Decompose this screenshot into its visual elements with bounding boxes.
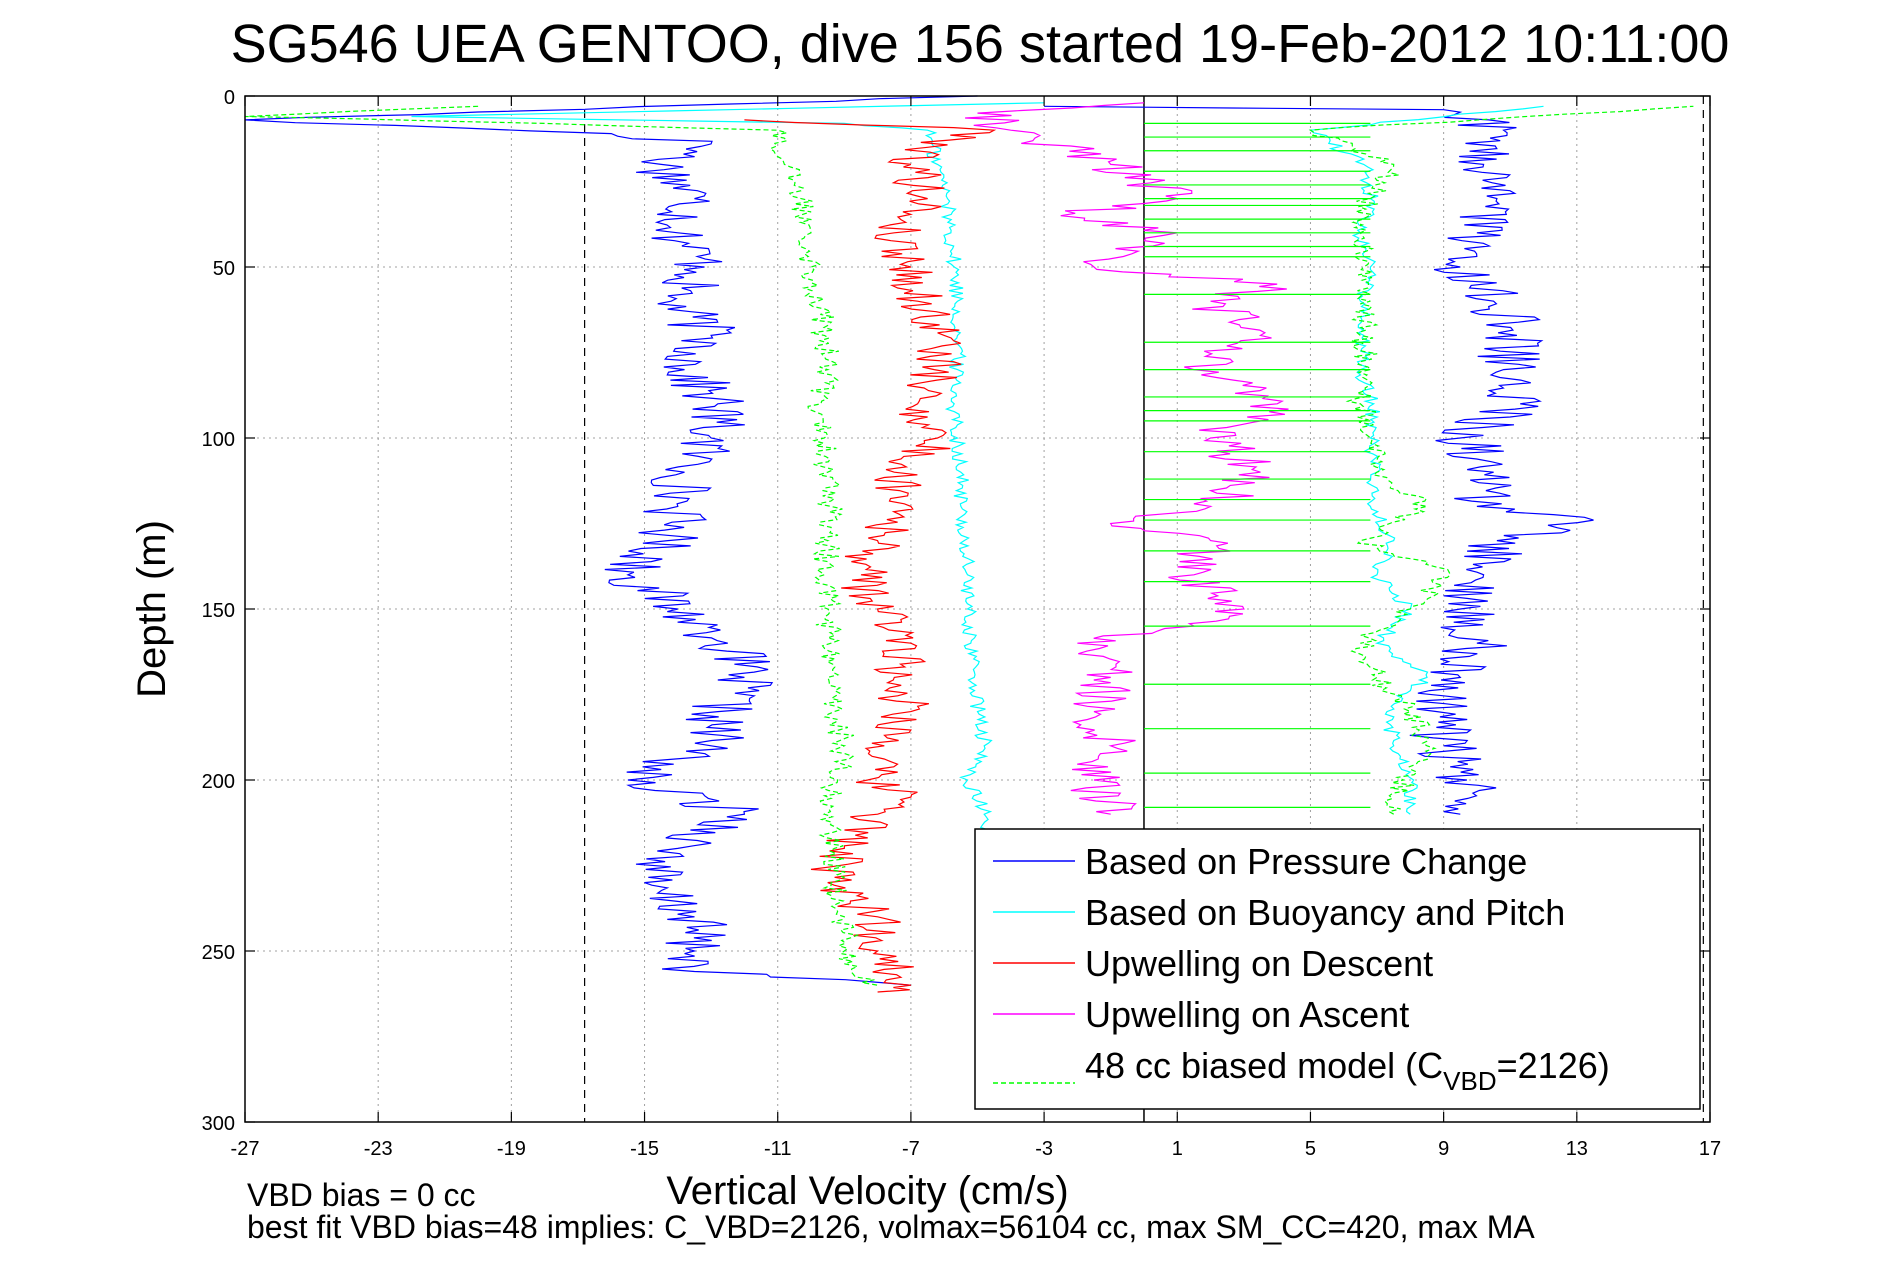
best-fit-note: best fit VBD bias=48 implies: C_VBD=2126…	[247, 1209, 1535, 1245]
legend-label: Based on Pressure Change	[1085, 841, 1527, 882]
vbd-bias-note: VBD bias = 0 cc	[247, 1177, 476, 1213]
x-axis-label: Vertical Velocity (cm/s)	[666, 1169, 1068, 1213]
series-line-0-ascent	[1044, 105, 1594, 815]
series-line-3-ascent	[965, 102, 1289, 815]
y-tick-label: 150	[202, 600, 235, 622]
x-tick-label: -15	[630, 1138, 659, 1160]
legend-box	[974, 828, 1701, 1110]
x-tick-label: -27	[231, 1138, 260, 1160]
y-tick-label: 300	[202, 1113, 235, 1135]
y-axis-ticks: 0 50 100 150 200 250 300	[202, 87, 1710, 1135]
series-line-2-descent	[744, 119, 997, 993]
series-line-1-descent	[411, 102, 1045, 849]
series-line-0-descent	[244, 95, 978, 986]
x-tick-label: 5	[1305, 1138, 1316, 1160]
x-tick-label: 9	[1438, 1138, 1449, 1160]
y-tick-label: 100	[202, 429, 235, 451]
x-tick-label: -19	[497, 1138, 526, 1160]
y-tick-label: 250	[202, 942, 235, 964]
x-tick-label: -3	[1035, 1138, 1053, 1160]
x-tick-label: -7	[902, 1138, 920, 1160]
series-lines	[244, 95, 1694, 993]
x-tick-label: -11	[764, 1138, 791, 1160]
x-axis-ticks: -27 -23 -19 -15 -11 -7 -3 1 5 9 13 17	[231, 96, 1721, 1160]
x-tick-label: 1	[1172, 1138, 1183, 1160]
y-tick-label: 0	[224, 87, 235, 109]
x-tick-label: 13	[1566, 1138, 1588, 1160]
y-axis-label: Depth (m)	[130, 520, 174, 698]
chart-title: SG546 UEA GENTOO, dive 156 started 19-Fe…	[231, 14, 1730, 74]
y-tick-label: 200	[202, 771, 235, 793]
legend-label: Upwelling on Ascent	[1085, 994, 1409, 1035]
series-line-4-ascent	[1308, 105, 1694, 815]
x-tick-label: -23	[364, 1138, 393, 1160]
legend: Based on Pressure Change Based on Buoyanc…	[974, 828, 1701, 1110]
legend-label: Upwelling on Descent	[1085, 943, 1433, 984]
series-line-1-ascent	[1308, 105, 1544, 815]
x-tick-label: 17	[1699, 1138, 1721, 1160]
y-tick-label: 50	[213, 258, 235, 280]
series-line-4-descent	[244, 105, 878, 986]
legend-label: Based on Buoyancy and Pitch	[1085, 892, 1565, 933]
